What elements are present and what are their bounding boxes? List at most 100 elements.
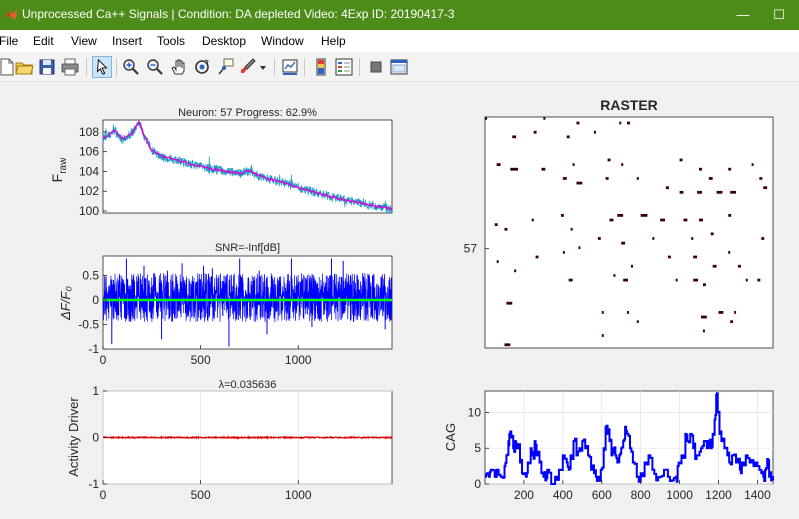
raster-mark bbox=[711, 233, 714, 236]
minimize-button[interactable]: — bbox=[725, 0, 761, 30]
raster-mark bbox=[541, 168, 545, 171]
x-tick-label: 600 bbox=[592, 488, 612, 502]
raster-mark bbox=[757, 279, 760, 282]
title-bar: Unprocessed Ca++ Signals | Condition: DA… bbox=[0, 0, 799, 30]
raster-mark bbox=[495, 223, 498, 226]
raster-mark bbox=[571, 228, 573, 231]
activity-driver-ylabel: Activity Driver bbox=[66, 397, 81, 477]
y-tick-label: -1 bbox=[88, 342, 99, 356]
raster-mark bbox=[504, 228, 507, 231]
menu-bar: File Edit View Insert Tools Desktop Wind… bbox=[0, 30, 799, 52]
raster-mark bbox=[602, 311, 604, 314]
activity-driver-axes: 10-10 500 1000λ=0.035636Activity Driver bbox=[66, 379, 392, 502]
raster-mark bbox=[691, 237, 693, 240]
raster-mark bbox=[563, 251, 565, 254]
raster-mark bbox=[693, 256, 697, 259]
show-plot-tools-icon[interactable] bbox=[389, 56, 409, 78]
raster-mark bbox=[709, 177, 713, 180]
menu-help[interactable]: Help bbox=[321, 34, 346, 48]
raster-mark bbox=[666, 186, 669, 189]
raster-mark bbox=[497, 260, 499, 263]
menu-edit[interactable]: Edit bbox=[33, 34, 54, 48]
toolbar-separator bbox=[86, 58, 87, 76]
hide-plot-tools-icon[interactable] bbox=[366, 56, 386, 78]
raster-mark bbox=[680, 191, 684, 194]
y-tick-label: 108 bbox=[79, 125, 99, 139]
y-tick-label: 104 bbox=[79, 164, 99, 178]
y-tick-label: 10 bbox=[468, 405, 482, 419]
raster-mark bbox=[730, 320, 733, 323]
raw-axes-ylabel: Fraw bbox=[49, 157, 69, 182]
matlab-logo-icon bbox=[4, 7, 18, 21]
menu-file[interactable]: File bbox=[0, 34, 18, 48]
y-tick-label: -1 bbox=[88, 477, 99, 491]
raster-mark bbox=[561, 214, 564, 217]
raster-mark bbox=[703, 330, 705, 333]
menu-insert[interactable]: Insert bbox=[112, 34, 142, 48]
menu-tools[interactable]: Tools bbox=[157, 34, 185, 48]
raster-mark bbox=[728, 251, 730, 254]
x-tick-label: 1000 bbox=[666, 488, 693, 502]
brush-dropdown-icon[interactable] bbox=[257, 56, 269, 78]
y-tick-label: 0.5 bbox=[82, 269, 99, 283]
open-file-icon[interactable] bbox=[14, 56, 34, 78]
raster-mark bbox=[598, 237, 601, 240]
menu-view[interactable]: View bbox=[71, 34, 97, 48]
raster-mark bbox=[512, 135, 516, 138]
save-icon[interactable] bbox=[37, 56, 57, 78]
maximize-button[interactable]: ☐ bbox=[761, 0, 797, 30]
pointer-icon[interactable] bbox=[92, 56, 112, 78]
raster-mark bbox=[746, 279, 748, 282]
toolbar-separator bbox=[274, 58, 275, 76]
raster-mark bbox=[719, 311, 724, 314]
raster-mark bbox=[621, 242, 625, 245]
raster-mark bbox=[569, 279, 573, 282]
y-tick-label: 106 bbox=[79, 145, 99, 159]
raster-mark bbox=[510, 168, 518, 171]
brush-icon[interactable] bbox=[238, 56, 258, 78]
raster-mark bbox=[693, 279, 698, 282]
raster-mark bbox=[683, 219, 687, 222]
raster-mark bbox=[668, 256, 671, 259]
raster-mark bbox=[699, 219, 703, 222]
x-tick-label: 1000 bbox=[285, 353, 312, 367]
data-cursor-icon[interactable] bbox=[215, 56, 235, 78]
cag-axes: 0510200 400 600 800 1000 1200 1400CAG bbox=[443, 391, 773, 502]
y-tick-label: 5 bbox=[474, 441, 481, 455]
raster-mark bbox=[717, 191, 723, 194]
raster-mark bbox=[576, 182, 582, 185]
colorbar-icon[interactable] bbox=[311, 56, 331, 78]
y-tick-label: 0 bbox=[92, 293, 99, 307]
y-tick-label: 100 bbox=[79, 204, 99, 218]
raster-mark bbox=[543, 117, 545, 120]
menu-window[interactable]: Window bbox=[261, 34, 304, 48]
y-tick-label: -0.5 bbox=[78, 318, 99, 332]
rotate-3d-icon[interactable] bbox=[192, 56, 212, 78]
zoom-out-icon[interactable] bbox=[145, 56, 165, 78]
raw-fluorescence-axes: 100 102 104 106 108 Neuron: 57 Progress: 62.9… bbox=[49, 107, 392, 218]
link-plot-icon[interactable] bbox=[280, 56, 300, 78]
menu-desktop[interactable]: Desktop bbox=[202, 34, 246, 48]
raster-title: RASTER bbox=[600, 97, 658, 113]
raster-mark bbox=[610, 219, 614, 222]
raster-mark bbox=[576, 122, 579, 125]
raster-mark bbox=[627, 122, 630, 125]
legend-icon[interactable] bbox=[334, 56, 354, 78]
raster-mark bbox=[730, 191, 736, 194]
raster-mark bbox=[497, 163, 501, 166]
raster-mark bbox=[676, 279, 678, 282]
y-tick-label: 102 bbox=[79, 184, 99, 198]
raster-mark bbox=[713, 265, 717, 268]
raster-mark bbox=[617, 214, 623, 217]
raster-mark bbox=[660, 219, 665, 222]
raster-mark bbox=[734, 311, 736, 314]
x-tick-label: 1200 bbox=[705, 488, 732, 502]
zoom-in-icon[interactable] bbox=[121, 56, 141, 78]
print-icon[interactable] bbox=[60, 56, 80, 78]
raster-mark bbox=[485, 117, 487, 120]
raster-mark bbox=[532, 219, 534, 222]
window-title: Unprocessed Ca++ Signals | Condition: DA… bbox=[22, 7, 455, 21]
raster-mark bbox=[763, 186, 767, 189]
pan-icon[interactable] bbox=[169, 56, 189, 78]
